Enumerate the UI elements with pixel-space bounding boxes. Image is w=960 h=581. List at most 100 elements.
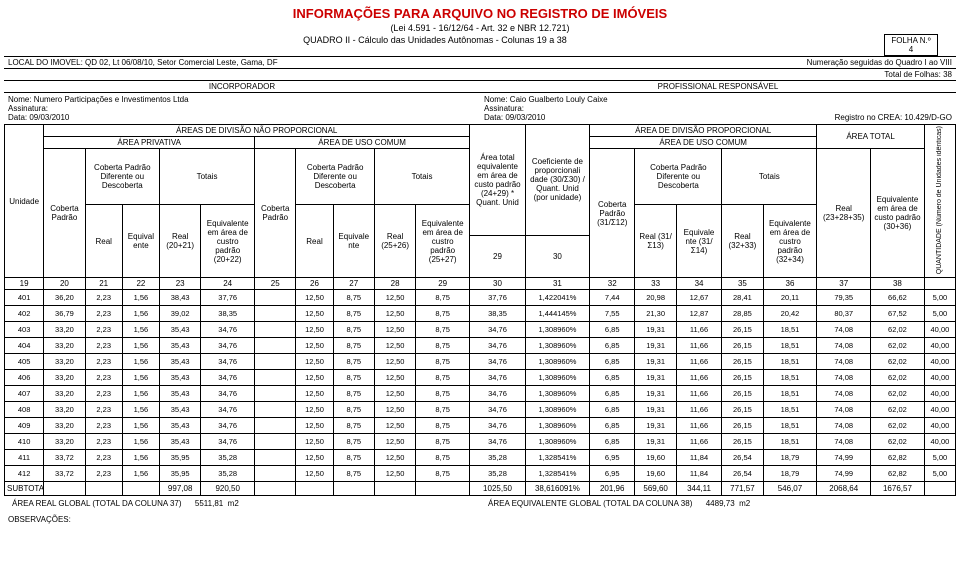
- cell: 38,43: [160, 290, 201, 306]
- col-num-20: 20: [44, 278, 85, 290]
- cell: 35,95: [160, 466, 201, 482]
- cell: 19,31: [635, 418, 676, 434]
- cell: 33,20: [44, 418, 85, 434]
- cell: 62,02: [871, 418, 925, 434]
- cell: 40,00: [924, 354, 955, 370]
- cell: 12,50: [296, 466, 333, 482]
- cell: 6,85: [589, 402, 634, 418]
- cell: 1,56: [122, 450, 159, 466]
- col-num-38: 38: [871, 278, 925, 290]
- cell: [255, 386, 296, 402]
- cell: 410: [5, 434, 44, 450]
- cell: 12,50: [374, 370, 415, 386]
- cell: 35,43: [160, 338, 201, 354]
- cell: 6,95: [589, 466, 634, 482]
- col-num-21: 21: [85, 278, 122, 290]
- cell: 33,20: [44, 386, 85, 402]
- cell: 2,23: [85, 306, 122, 322]
- cell: 18,79: [763, 450, 817, 466]
- cell: 12,50: [296, 354, 333, 370]
- cell: 18,51: [763, 402, 817, 418]
- cell: 39,02: [160, 306, 201, 322]
- cell: 2,23: [85, 354, 122, 370]
- prof-nome: Nome: Caio Gualberto Louly Caixe: [484, 95, 952, 104]
- cell: [255, 290, 296, 306]
- cell: 1,308960%: [525, 418, 589, 434]
- table-row: 40533,202,231,5635,4334,7612,508,7512,50…: [5, 354, 956, 370]
- cell: 6,85: [589, 434, 634, 450]
- cell: 79,35: [817, 290, 871, 306]
- cell: 19,31: [635, 322, 676, 338]
- cell: 33,20: [44, 322, 85, 338]
- cell: 62,02: [871, 386, 925, 402]
- folha-num: 4: [909, 45, 913, 54]
- sub-c31: 201,96: [589, 482, 634, 496]
- cell: 12,50: [296, 370, 333, 386]
- cell: 34,76: [201, 418, 255, 434]
- cell: 74,08: [817, 386, 871, 402]
- cell: 34,76: [470, 402, 526, 418]
- hdr-quantidade: QUANTIDADE (Número de Unidades idênticas…: [924, 125, 955, 278]
- cell: 26,15: [722, 386, 763, 402]
- cell: 8,75: [416, 418, 470, 434]
- cell: 19,60: [635, 450, 676, 466]
- cell: 8,75: [416, 386, 470, 402]
- cell: 1,56: [122, 386, 159, 402]
- cell: 34,76: [470, 338, 526, 354]
- folha-box: FOLHA N.º 4: [884, 34, 937, 56]
- col-num-34: 34: [676, 278, 721, 290]
- table-row: 40136,202,231,5638,4337,7612,508,7512,50…: [5, 290, 956, 306]
- cell: [255, 402, 296, 418]
- cell: 34,76: [201, 434, 255, 450]
- cell: 412: [5, 466, 44, 482]
- cell: 18,51: [763, 370, 817, 386]
- profissional-label: PROFISSIONAL RESPONSÁVEL: [480, 81, 956, 92]
- cell: 12,87: [676, 306, 721, 322]
- hdr-cp-31: Coberta Padrão (31/Σ12): [589, 149, 634, 278]
- cell: 12,50: [374, 418, 415, 434]
- cell: 20,42: [763, 306, 817, 322]
- cell: 74,08: [817, 418, 871, 434]
- cell: 8,75: [333, 450, 374, 466]
- cell: 2,23: [85, 434, 122, 450]
- table-row: 40433,202,231,5635,4334,7612,508,7512,50…: [5, 338, 956, 354]
- cell: 12,50: [296, 418, 333, 434]
- cell: 12,50: [374, 434, 415, 450]
- hdr-29-num: 29: [470, 235, 526, 278]
- cell: 18,51: [763, 354, 817, 370]
- cell: 6,85: [589, 370, 634, 386]
- hdr-eq-29: Equivalente em área de custro padrão (25…: [416, 205, 470, 278]
- cell: 8,75: [416, 290, 470, 306]
- cell: 2,23: [85, 450, 122, 466]
- area-real-val: 5511,81: [195, 499, 223, 508]
- local-imovel: LOCAL DO IMOVEL: QD 02, Lt 06/08/10, Set…: [4, 57, 736, 68]
- cell: 1,308960%: [525, 402, 589, 418]
- cell: 62,02: [871, 322, 925, 338]
- hdr-totais-1: Totais: [160, 149, 255, 205]
- cell: 26,15: [722, 322, 763, 338]
- cell: 40,00: [924, 322, 955, 338]
- cell: 1,56: [122, 466, 159, 482]
- col-num-37: 37: [817, 278, 871, 290]
- cell: 5,00: [924, 290, 955, 306]
- col-num-29: 29: [416, 278, 470, 290]
- cell: 40,00: [924, 402, 955, 418]
- cell: 33,20: [44, 434, 85, 450]
- cell: 1,56: [122, 290, 159, 306]
- hdr-totais-2: Totais: [374, 149, 469, 205]
- cell: 12,50: [374, 386, 415, 402]
- cell: 405: [5, 354, 44, 370]
- registro-crea: Registro no CREA: 10.429/D-GO: [835, 113, 952, 122]
- table-row: 41133,722,231,5635,9535,2812,508,7512,50…: [5, 450, 956, 466]
- col-num-23: 23: [160, 278, 201, 290]
- cell: 8,75: [333, 290, 374, 306]
- col-num-35: 35: [722, 278, 763, 290]
- cell: 8,75: [416, 370, 470, 386]
- cell: 12,50: [296, 402, 333, 418]
- cell: [255, 466, 296, 482]
- sub-c34: 771,57: [722, 482, 763, 496]
- quadro-title: QUADRO II - Cálculo das Unidades Autônom…: [4, 35, 866, 45]
- cell: 40,00: [924, 338, 955, 354]
- cell: 1,308960%: [525, 322, 589, 338]
- cell: 6,85: [589, 354, 634, 370]
